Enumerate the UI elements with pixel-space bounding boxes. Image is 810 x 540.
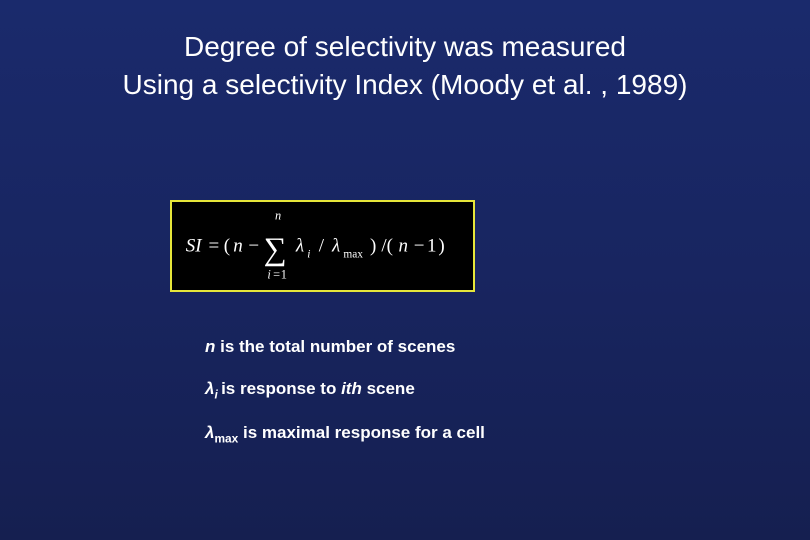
formula-lhs: SI: [186, 236, 204, 257]
sigma-upper: n: [275, 208, 281, 222]
formula-eq: =: [209, 236, 220, 257]
formula-n: n: [233, 236, 242, 257]
def-li-text: is response to: [221, 379, 341, 398]
def-n-text: is the total number of scenes: [215, 337, 455, 356]
def-lmax-sub: max: [214, 431, 238, 445]
formula-minus2: −: [414, 236, 425, 257]
sigma-lower-val: 1: [281, 267, 287, 281]
formula-box: SI = ( n − n ∑ i = 1 λ i / λ max ) /( n …: [170, 200, 475, 292]
def-li-ith: ith: [341, 379, 362, 398]
lambda2-sub: max: [343, 248, 363, 260]
title-line-1: Degree of selectivity was measured: [184, 31, 626, 62]
sigma-symbol: ∑: [264, 230, 287, 266]
lambda1-sub: i: [307, 248, 310, 260]
sigma-lower-var: i: [267, 267, 271, 281]
formula-svg: SI = ( n − n ∑ i = 1 λ i / λ max ) /( n …: [180, 208, 465, 284]
slide-title: Degree of selectivity was measured Using…: [0, 0, 810, 104]
lambda1: λ: [295, 236, 304, 257]
lambda2: λ: [331, 236, 340, 257]
formula-div: /(: [381, 236, 393, 257]
formula-close: ): [370, 236, 376, 257]
formula-minus: −: [248, 236, 259, 257]
def-n-var: n: [205, 337, 215, 356]
def-li-text2: scene: [362, 379, 415, 398]
definitions: n is the total number of scenes λi is re…: [205, 335, 485, 465]
def-lambda-max: λmax is maximal response for a cell: [205, 421, 485, 447]
formula-open: (: [224, 236, 230, 257]
formula-one: 1: [427, 236, 437, 257]
formula-close2: ): [438, 236, 444, 257]
slash: /: [319, 236, 325, 257]
formula-n2: n: [399, 236, 409, 257]
def-lmax-text: is maximal response for a cell: [238, 423, 485, 442]
sigma-lower-eq: =: [273, 267, 280, 281]
def-n: n is the total number of scenes: [205, 335, 485, 359]
title-line-2: Using a selectivity Index (Moody et al. …: [123, 69, 688, 100]
def-lambda-i: λi is response to ith scene: [205, 377, 485, 403]
